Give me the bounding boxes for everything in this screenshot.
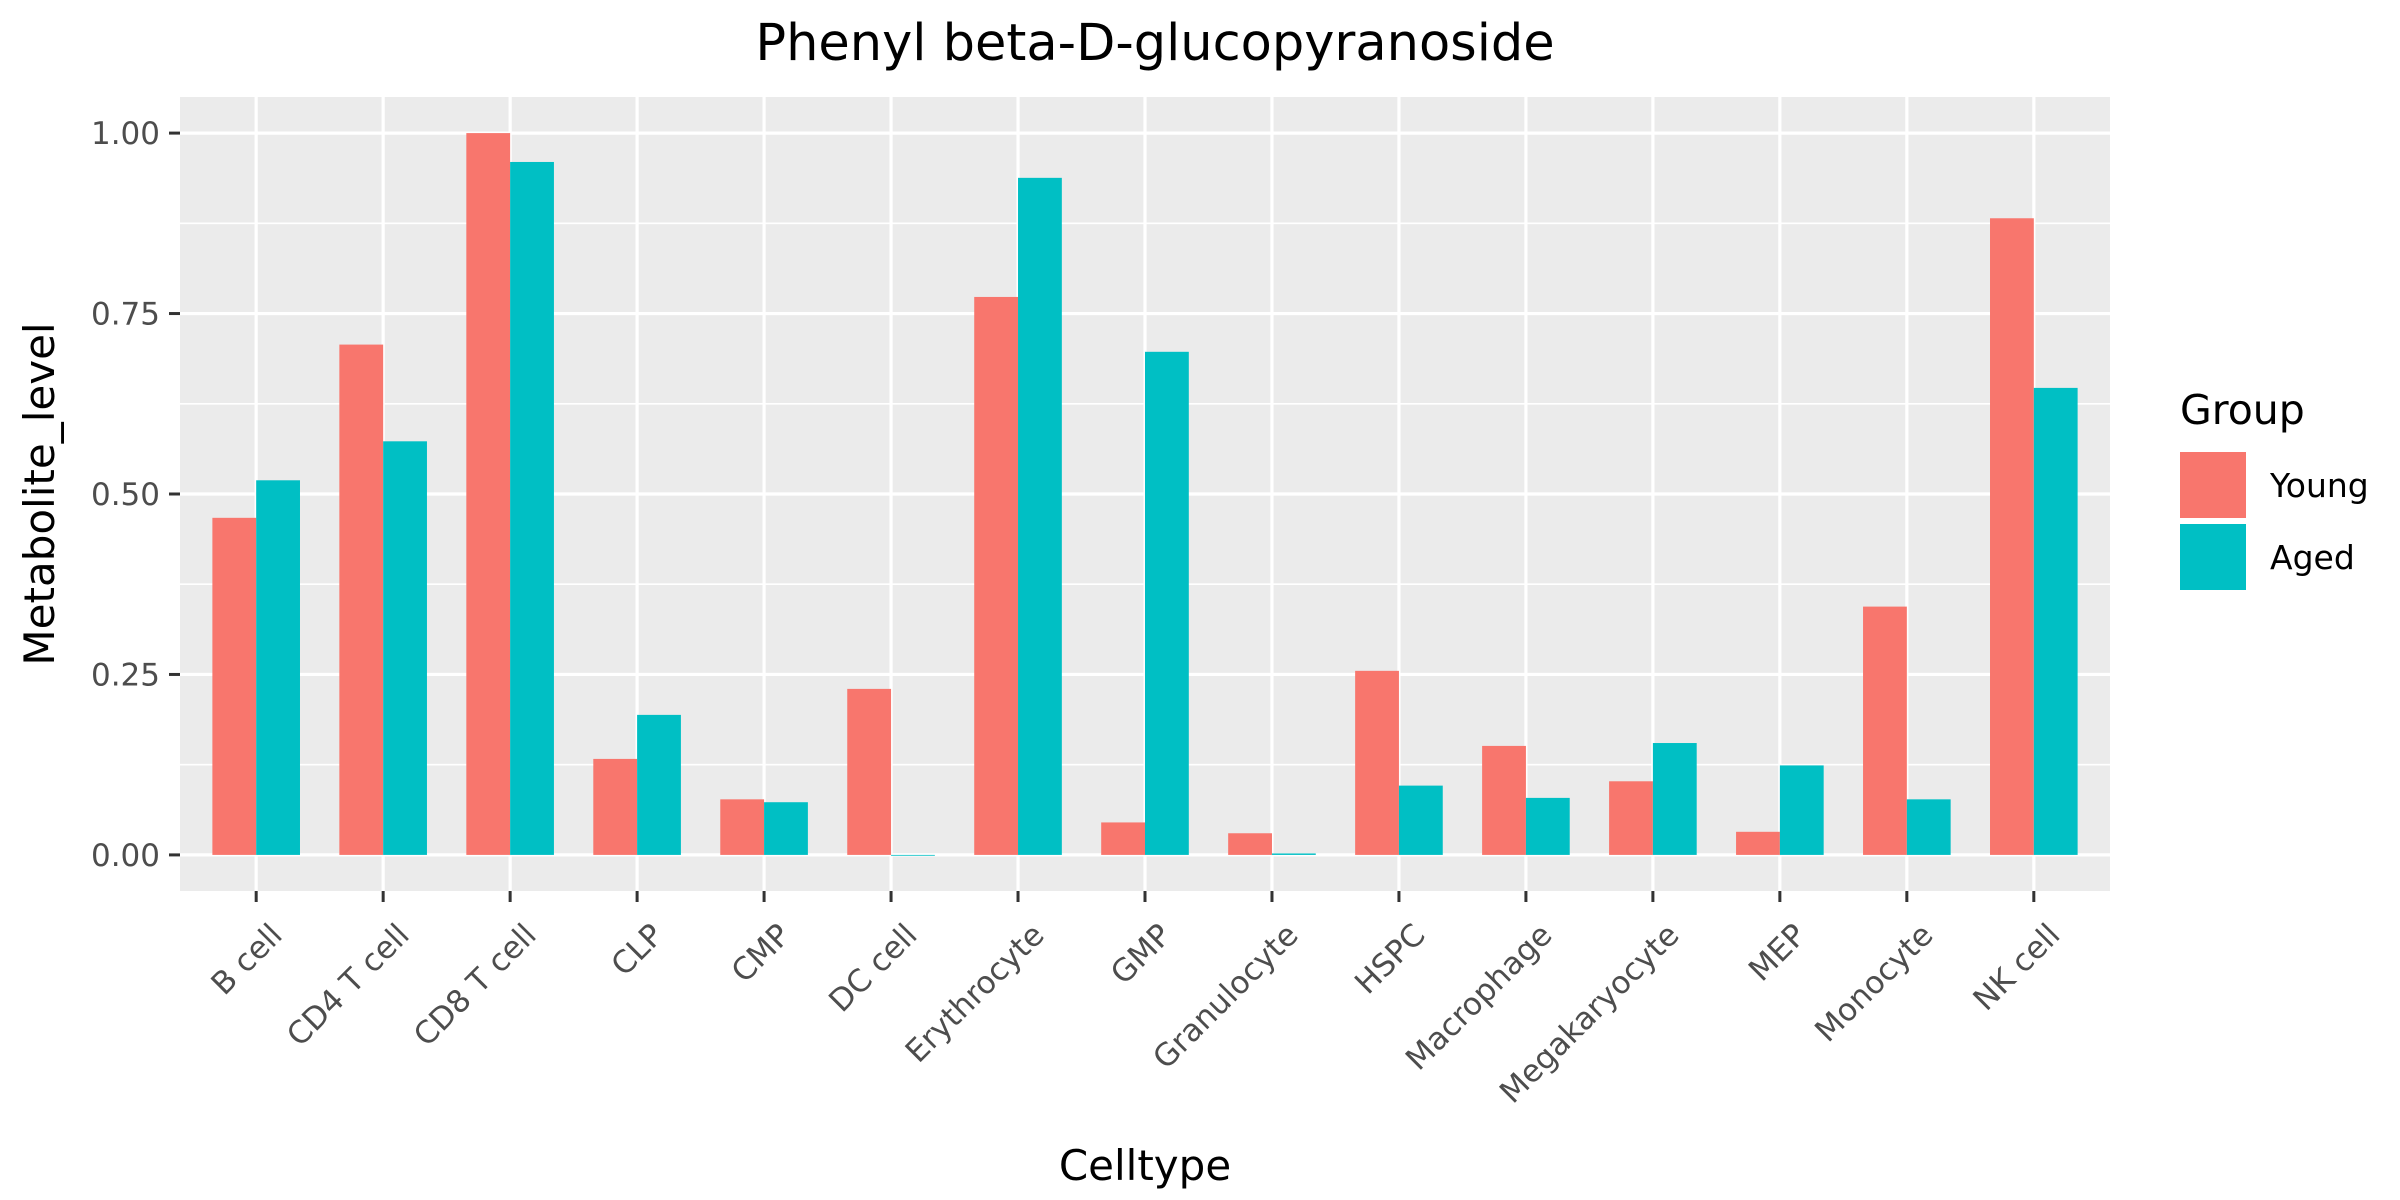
bar-aged-b-cell [256, 480, 300, 855]
x-tick-label: CMP [725, 917, 798, 990]
x-axis-title: Celltype [1059, 1141, 1231, 1190]
bars [212, 133, 2078, 856]
bar-aged-erythrocyte [1018, 177, 1062, 855]
bar-young-gmp [1101, 822, 1145, 855]
bar-young-nk-cell [1990, 218, 2034, 855]
y-tick-label: 0.50 [91, 477, 160, 513]
legend-key-aged [2180, 524, 2246, 590]
bar-aged-macrophage [1525, 797, 1570, 855]
bar-aged-monocyte [1906, 799, 1951, 855]
bar-aged-cd4-t-cell [383, 441, 427, 855]
legend-label-aged: Aged [2270, 538, 2355, 577]
bar-aged-hspc [1398, 785, 1443, 855]
bar-aged-nk-cell [2033, 387, 2078, 855]
legend-title: Group [2180, 386, 2305, 434]
bar-young-hspc [1355, 670, 1399, 855]
bar-young-b-cell [212, 517, 257, 855]
bar-aged-dc-cell [891, 854, 935, 856]
x-tick-label: B cell [205, 917, 290, 1002]
bar-young-clp [593, 758, 638, 855]
bar-young-cd8-t-cell [466, 133, 511, 855]
x-tick-label: HSPC [1348, 917, 1432, 1001]
bar-aged-cmp [764, 802, 808, 855]
bar-young-macrophage [1482, 745, 1526, 855]
legend: Group Young Aged [2180, 386, 2369, 590]
y-axis: 0.00 0.25 0.50 0.75 1.00 [91, 116, 180, 874]
bar-aged-clp [637, 714, 681, 855]
x-tick-label: GMP [1104, 917, 1179, 992]
bar-young-erythrocyte [974, 296, 1019, 855]
x-tick-label: CD4 T cell [280, 917, 417, 1054]
bar-aged-cd8-t-cell [510, 161, 554, 855]
y-tick-label: 0.25 [91, 657, 160, 693]
bar-young-granulocyte [1228, 833, 1272, 855]
bar-young-cmp [720, 799, 765, 855]
bar-young-megakaryocyte [1609, 781, 1653, 855]
x-tick-label: DC cell [822, 917, 924, 1019]
y-tick-label: 0.00 [91, 838, 160, 874]
x-tick-label: NK cell [1966, 917, 2067, 1018]
bar-aged-mep [1779, 765, 1824, 855]
y-axis-title: Metabolite_level [15, 322, 64, 665]
bar-aged-gmp [1145, 351, 1189, 855]
y-tick-label: 0.75 [91, 297, 160, 333]
legend-key-young [2180, 452, 2246, 518]
x-tick-label: Monocyte [1808, 917, 1940, 1049]
bar-aged-megakaryocyte [1652, 743, 1697, 855]
x-tick-label: MEP [1742, 917, 1813, 988]
bar-young-monocyte [1863, 606, 1907, 855]
bar-young-cd4-t-cell [339, 344, 384, 855]
y-tick-label: 1.00 [91, 116, 160, 152]
bar-young-dc-cell [847, 688, 892, 855]
chart-title: Phenyl beta-D-glucopyranoside [755, 14, 1554, 73]
bar-aged-granulocyte [1271, 853, 1316, 855]
bar-young-mep [1736, 831, 1780, 855]
x-tick-label: CLP [604, 917, 670, 983]
legend-label-young: Young [2269, 466, 2369, 505]
x-tick-label: CD8 T cell [407, 917, 544, 1054]
